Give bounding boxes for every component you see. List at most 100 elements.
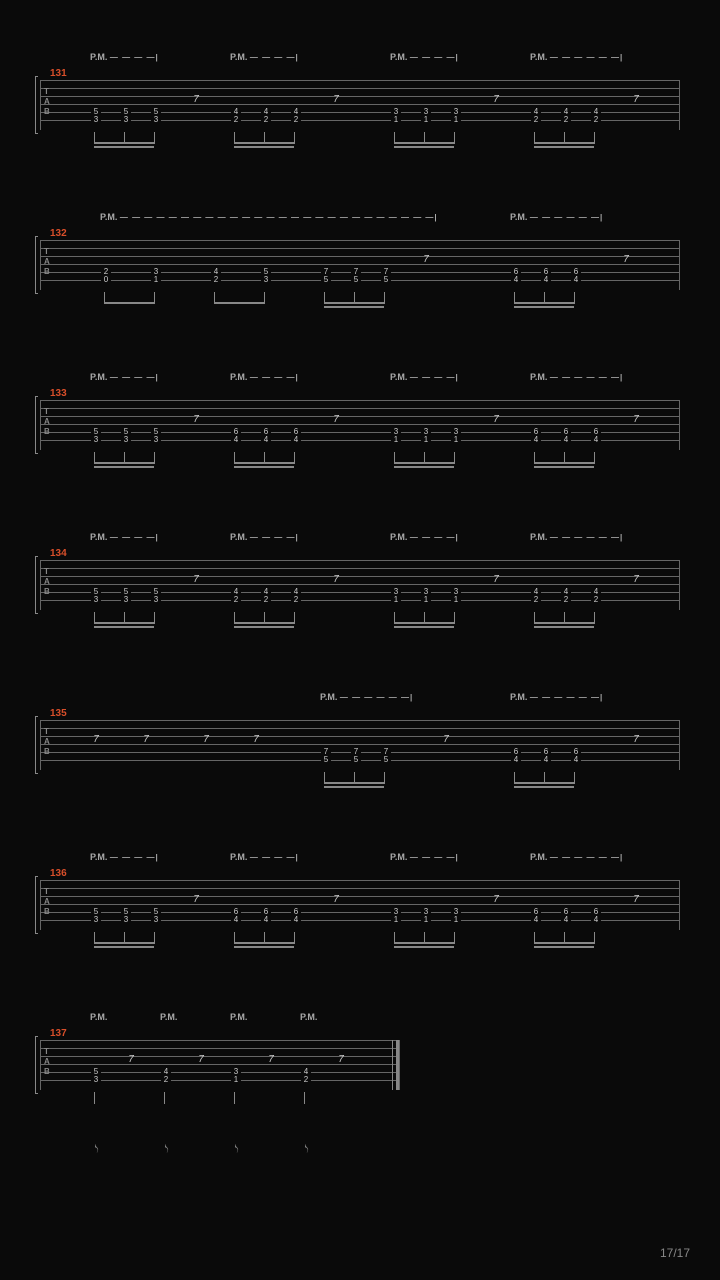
tab-staff: TAB537427317427 — [40, 1040, 400, 1090]
tab-system: 132P.M. — — — — — — — — — — — — — — — — … — [40, 240, 680, 290]
fret-number: 2 — [531, 596, 541, 604]
fret-number: 4 — [261, 916, 271, 924]
fret-number: 1 — [421, 916, 431, 924]
rest-symbol: 7 — [201, 734, 211, 745]
fret-number: 5 — [321, 276, 331, 284]
beam-line — [394, 466, 454, 468]
fret-number: 1 — [451, 916, 461, 924]
fret-number: 5 — [351, 276, 361, 284]
beam-line — [534, 146, 594, 148]
note-stem — [234, 1092, 235, 1104]
fret-number: 3 — [121, 436, 131, 444]
note-flag: 𝅮 — [165, 1142, 169, 1159]
rest-symbol: 7 — [491, 574, 501, 585]
fret-number: 3 — [91, 916, 101, 924]
fret-number: 5 — [381, 276, 391, 284]
fret-number: 4 — [561, 916, 571, 924]
beam-line — [534, 942, 594, 944]
beam-line — [234, 942, 294, 944]
rest-symbol: 7 — [491, 894, 501, 905]
notes-layer: 5353537424242731313174242427 — [41, 80, 679, 130]
rest-symbol: 7 — [141, 734, 151, 745]
fret-number: 4 — [591, 916, 601, 924]
beam-line — [234, 626, 294, 628]
rest-symbol: 7 — [331, 94, 341, 105]
rest-symbol: 7 — [441, 734, 451, 745]
note-stem — [164, 1092, 165, 1104]
fret-number: 5 — [381, 756, 391, 764]
beam-line — [94, 622, 154, 624]
fret-number: 4 — [561, 436, 571, 444]
palm-mute-row: P.M. — — — — — — — — — — — — — — — — — —… — [40, 212, 680, 224]
beam-line — [234, 946, 294, 948]
rest-symbol: 7 — [331, 414, 341, 425]
fret-number: 3 — [121, 916, 131, 924]
palm-mute-marker: P.M. — [160, 1012, 177, 1022]
beam-line — [534, 626, 594, 628]
rest-symbol: 7 — [491, 414, 501, 425]
palm-mute-marker: P.M. — — — —| — [390, 52, 459, 62]
fret-number: 1 — [421, 436, 431, 444]
fret-number: 3 — [151, 116, 161, 124]
tab-staff: TAB5353537424242731313174242427 — [40, 80, 680, 130]
rest-symbol: 7 — [421, 254, 431, 265]
beam-line — [394, 146, 454, 148]
note-stem — [454, 612, 455, 624]
fret-number: 2 — [291, 596, 301, 604]
beam-line — [534, 946, 594, 948]
measure-number: 135 — [50, 708, 67, 719]
palm-mute-marker: P.M. — — — —| — [90, 372, 159, 382]
rest-symbol: 7 — [191, 94, 201, 105]
measure-number: 132 — [50, 228, 67, 239]
tab-system: 133P.M. — — — —|P.M. — — — —|P.M. — — — … — [40, 400, 680, 450]
beam-line — [534, 622, 594, 624]
rest-symbol: 7 — [621, 254, 631, 265]
fret-number: 2 — [161, 1076, 171, 1084]
beam-line — [324, 306, 384, 308]
beam-line — [324, 782, 384, 784]
notes-layer: 777775757576464647 — [41, 720, 679, 770]
tab-system: 134P.M. — — — —|P.M. — — — —|P.M. — — — … — [40, 560, 680, 610]
fret-number: 1 — [391, 596, 401, 604]
beam-line — [104, 302, 154, 304]
palm-mute-marker: P.M. — — — — — —| — [510, 692, 603, 702]
note-stem — [154, 612, 155, 624]
fret-number: 2 — [561, 116, 571, 124]
tab-system: 135P.M. — — — — — —|P.M. — — — — — —|TAB… — [40, 720, 680, 770]
fret-number: 3 — [91, 596, 101, 604]
fret-number: 3 — [151, 596, 161, 604]
palm-mute-marker: P.M. — — — —| — [90, 532, 159, 542]
rest-symbol: 7 — [126, 1054, 136, 1065]
palm-mute-row: P.M. — — — — — —|P.M. — — — — — —| — [40, 692, 680, 704]
fret-number: 4 — [231, 436, 241, 444]
beam-line — [394, 462, 454, 464]
fret-number: 3 — [151, 436, 161, 444]
beam-line — [514, 306, 574, 308]
rest-symbol: 7 — [266, 1054, 276, 1065]
beam-line — [94, 942, 154, 944]
fret-number: 1 — [451, 436, 461, 444]
fret-number: 1 — [391, 916, 401, 924]
note-flag: 𝅮 — [305, 1142, 309, 1159]
fret-number: 1 — [151, 276, 161, 284]
note-flag: 𝅮 — [235, 1142, 239, 1159]
fret-number: 1 — [391, 116, 401, 124]
beam-line — [214, 302, 264, 304]
fret-number: 2 — [301, 1076, 311, 1084]
fret-number: 4 — [571, 756, 581, 764]
fret-number: 2 — [591, 596, 601, 604]
beam-line — [94, 462, 154, 464]
rest-symbol: 7 — [191, 894, 201, 905]
note-stem — [154, 452, 155, 464]
note-stem — [574, 292, 575, 304]
fret-number: 4 — [511, 756, 521, 764]
fret-number: 4 — [231, 916, 241, 924]
fret-number: 3 — [121, 596, 131, 604]
palm-mute-marker: P.M. — — — — — —| — [530, 52, 623, 62]
note-stem — [294, 132, 295, 144]
measure-number: 137 — [50, 1028, 67, 1039]
fret-number: 1 — [421, 116, 431, 124]
palm-mute-row: P.M. — — — —|P.M. — — — —|P.M. — — — —|P… — [40, 52, 680, 64]
fret-number: 3 — [91, 116, 101, 124]
notes-layer: 537427317427 — [41, 1040, 399, 1090]
